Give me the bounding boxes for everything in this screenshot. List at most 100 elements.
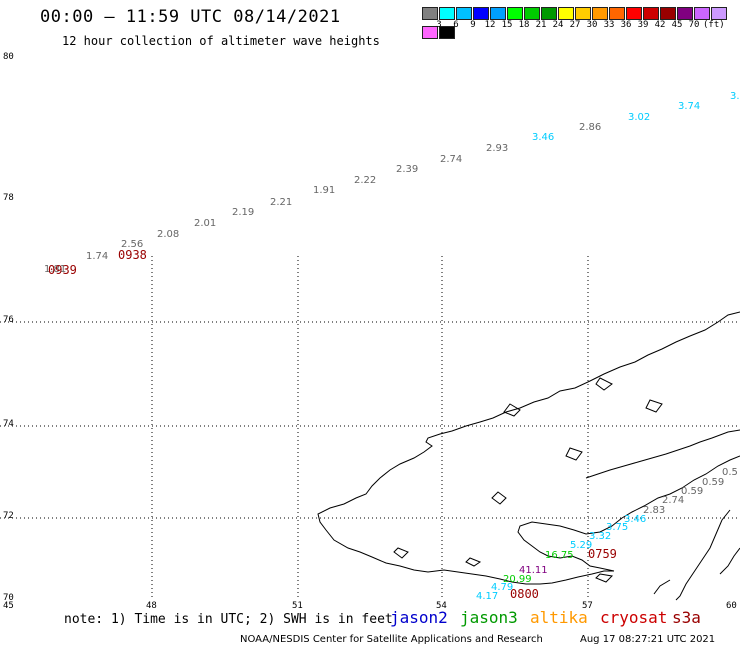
color-scale-label-14: 45 — [671, 20, 683, 30]
color-swatch-11 — [609, 7, 625, 20]
lat-label-78: 78 — [3, 193, 14, 203]
wave-height-label: 3.46 — [532, 132, 554, 143]
lon-label-48: 48 — [146, 601, 157, 611]
timestamp: Aug 17 08:27:21 UTC 2021 — [580, 634, 716, 645]
wave-height-label: 1.91 — [313, 185, 335, 196]
color-swatch-15 — [677, 7, 693, 20]
lat-label-70: 70 — [3, 593, 14, 603]
color-scale-legend: 3 6 9 12 15 18 21 24 27 30 33 36 39 42 45 70 (ft) — [422, 5, 740, 43]
color-swatch-6 — [524, 7, 540, 20]
color-swatch-5 — [507, 7, 523, 20]
wave-height-label: 2.56 — [121, 239, 143, 250]
wave-height-label: 2.93 — [486, 143, 508, 154]
color-swatch-10 — [592, 7, 608, 20]
mission-jason3: jason3 — [460, 608, 518, 627]
wave-height-label: 2.74 — [662, 495, 684, 506]
mission-cryosat: cryosat — [600, 608, 668, 627]
lat-label-80: 80 — [3, 52, 14, 62]
color-swatch-7 — [541, 7, 557, 20]
wave-height-label: 2.74 — [440, 154, 462, 165]
color-scale-label-11: 36 — [620, 20, 632, 30]
wave-height-labels: 1.81 1.74 2.56 2.08 2.01 2.19 2.21 1.91 2.22 2.39… — [44, 91, 740, 602]
wave-height-label: 0.5 — [722, 467, 738, 478]
color-scale-label-8: 27 — [569, 20, 581, 30]
color-scale-label-15: 70 — [688, 20, 700, 30]
wave-height-label: 1.81 — [44, 264, 66, 275]
lat-label-76: 76 — [3, 315, 14, 325]
map-subtitle: 12 hour collection of altimeter wave hei… — [62, 34, 380, 48]
color-scale-label-7: 24 — [552, 20, 564, 30]
color-swatch-8 — [558, 7, 574, 20]
color-swatch-16 — [694, 7, 710, 20]
wave-height-label: 2.08 — [157, 229, 179, 240]
color-scale-labels: 3 6 9 12 15 18 21 24 27 30 33 36 39 42 45 70 (ft) — [422, 20, 740, 34]
lat-label-74: 74 — [3, 419, 14, 429]
pass-time-label: 0939 — [48, 263, 77, 277]
color-scale-label-5: 18 — [518, 20, 530, 30]
color-scale-label-0: 3 — [436, 20, 442, 30]
wave-height-label: 0.59 — [681, 486, 703, 497]
lon-label-54: 54 — [436, 601, 447, 611]
wave-height-label: 3.46 — [624, 514, 646, 525]
wave-height-label: 0.59 — [702, 477, 724, 488]
color-swatch-13 — [643, 7, 659, 20]
color-scale-label-10: 33 — [603, 20, 615, 30]
color-scale-label-6: 21 — [535, 20, 547, 30]
credit-text: NOAA/NESDIS Center for Satellite Applica… — [240, 634, 543, 645]
color-scale-label-2: 9 — [470, 20, 476, 30]
footer-note: note: 1) Time is in UTC; 2) SWH is in fe… — [64, 612, 393, 627]
wave-height-label: 1.74 — [86, 251, 108, 262]
color-swatch-12 — [626, 7, 642, 20]
mission-altika: altika — [530, 608, 588, 627]
map-title: 00:00 – 11:59 UTC 08/14/2021 — [40, 7, 341, 27]
wave-height-label: 3.75 — [606, 522, 628, 533]
color-swatch-9 — [575, 7, 591, 20]
wave-height-label: 3.32 — [589, 531, 611, 542]
lat-label-72: 72 — [3, 511, 14, 521]
wave-height-label: 20.99 — [503, 574, 532, 585]
lon-label-45: 45 — [3, 601, 14, 611]
pass-time-label: 0800 — [510, 587, 539, 601]
wave-height-label: 2.22 — [354, 175, 376, 186]
color-scale-label-13: 42 — [654, 20, 666, 30]
wave-height-label: 3.74 — [678, 101, 700, 112]
color-scale-label-1: 6 — [453, 20, 459, 30]
wave-height-label: 2.39 — [396, 164, 418, 175]
mission-s3a: s3a — [672, 608, 701, 627]
wave-height-label: 2.83 — [643, 505, 665, 516]
color-swatch-17 — [711, 7, 727, 20]
color-swatch-4 — [490, 7, 506, 20]
wave-height-label: 4.17 — [476, 591, 498, 602]
wave-height-label: 2.01 — [194, 218, 216, 229]
color-scale-label-9: 30 — [586, 20, 598, 30]
color-swatch-1 — [439, 7, 455, 20]
wave-height-label: 2.86 — [579, 122, 601, 133]
wave-height-label: 41.11 — [519, 565, 548, 576]
color-swatch-3 — [473, 7, 489, 20]
color-scale-label-12: 39 — [637, 20, 649, 30]
wave-height-label: 5.29 — [570, 540, 592, 551]
color-scale-label-4: 15 — [501, 20, 513, 30]
lon-label-60: 60 — [726, 601, 737, 611]
coastline — [317, 311, 740, 601]
wave-height-label: 4.79 — [491, 582, 513, 593]
color-scale-label-16: (ft) — [703, 20, 725, 30]
wave-height-label: 3. — [730, 91, 740, 102]
color-swatch-18 — [422, 26, 438, 39]
wave-height-label: 3.02 — [628, 112, 650, 123]
graticule — [0, 256, 740, 600]
pass-time-label: 0938 — [118, 248, 147, 262]
color-scale-swatches — [422, 5, 740, 43]
lon-label-51: 51 — [292, 601, 303, 611]
mission-jason2: jason2 — [390, 608, 448, 627]
pass-time-label: 0759 — [588, 547, 617, 561]
color-scale-label-3: 12 — [484, 20, 496, 30]
color-swatch-0 — [422, 7, 438, 20]
color-swatch-2 — [456, 7, 472, 20]
wave-height-label: 16.75 — [545, 550, 574, 561]
wave-height-label: 2.19 — [232, 207, 254, 218]
color-swatch-14 — [660, 7, 676, 20]
lon-label-57: 57 — [582, 601, 593, 611]
color-swatch-19 — [439, 26, 455, 39]
